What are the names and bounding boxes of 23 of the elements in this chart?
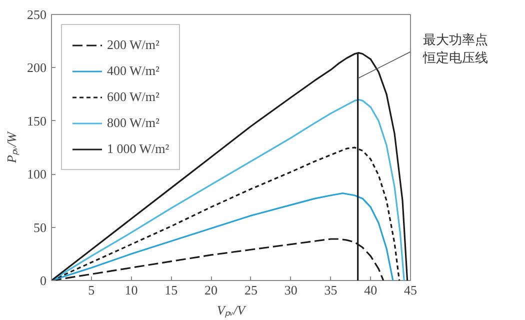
y-tick-label: 50 — [34, 220, 46, 235]
y-tick-label: 150 — [27, 113, 46, 128]
x-tick-label: 25 — [244, 282, 258, 298]
x-tick-label: 35 — [324, 282, 338, 298]
x-tick-label: 10 — [124, 282, 138, 298]
x-tick-label: 5 — [88, 282, 95, 298]
annotation: 最大功率点恒定电压线 — [423, 31, 489, 66]
y-tick-label: 250 — [27, 7, 46, 22]
legend-label: 200 W/m² — [107, 37, 160, 53]
y-tick-label: 0 — [40, 273, 46, 288]
y-tick-label: 200 — [27, 60, 46, 76]
x-tick-label: 30 — [284, 282, 298, 298]
legend-label: 600 W/m² — [107, 89, 160, 105]
x-axis-title: Vₚᵥ/V — [216, 302, 248, 318]
x-tick-label: 20 — [204, 282, 218, 298]
x-tick-label: 45 — [404, 282, 417, 298]
x-tick-label: 40 — [364, 282, 378, 298]
legend-label: 400 W/m² — [107, 63, 160, 79]
y-tick-label: 100 — [27, 166, 46, 182]
legend-label: 800 W/m² — [107, 115, 160, 131]
y-axis-title: Pₚᵥ/W — [4, 130, 20, 164]
x-tick-label: 15 — [164, 282, 178, 298]
legend-label: 1 000 W/m² — [107, 141, 170, 157]
